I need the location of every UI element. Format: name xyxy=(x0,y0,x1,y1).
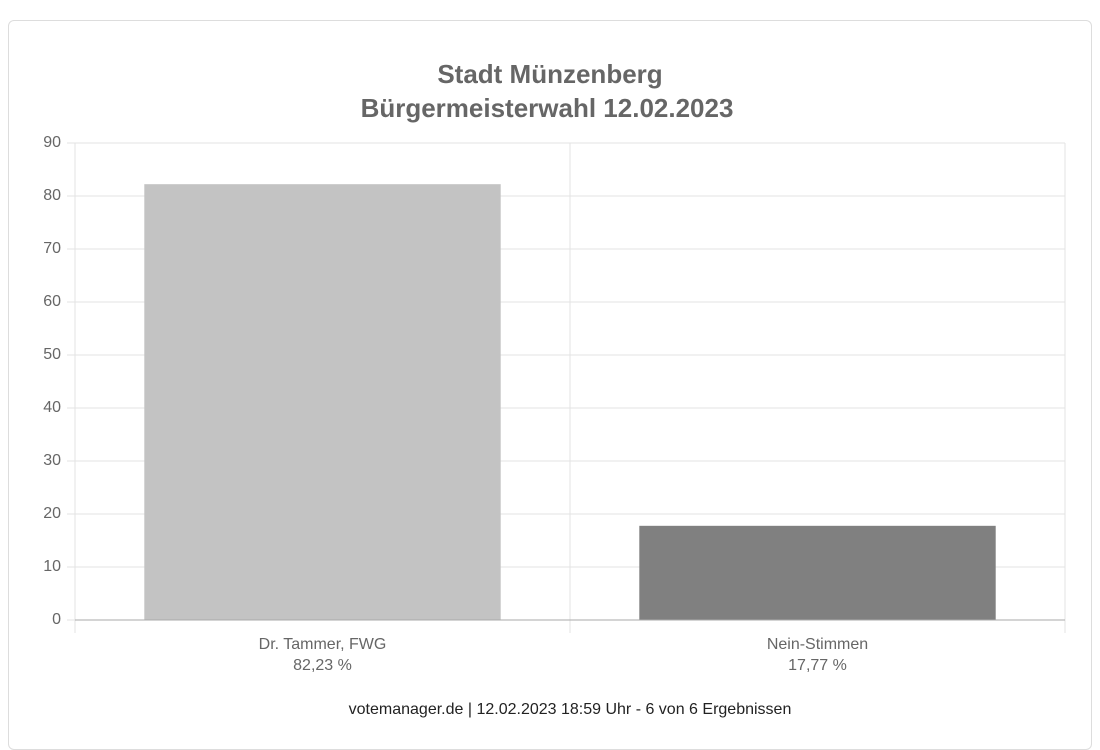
value-label: 82,23 % xyxy=(293,657,352,674)
y-tick-label: 40 xyxy=(43,399,61,416)
y-tick-label: 90 xyxy=(43,134,61,151)
x-tick-label: Dr. Tammer, FWG xyxy=(259,636,387,653)
y-tick-label: 60 xyxy=(43,293,61,310)
y-tick-label: 20 xyxy=(43,505,61,522)
chart-subtitle: Bürgermeisterwahl 12.02.2023 xyxy=(361,93,734,123)
x-tick-label: Nein-Stimmen xyxy=(767,636,868,653)
bar xyxy=(639,525,996,620)
y-tick-label: 50 xyxy=(43,346,61,363)
y-tick-label: 80 xyxy=(43,187,61,204)
y-tick-label: 0 xyxy=(52,611,61,628)
chart: Stadt Münzenberg Bürgermeisterwahl 12.02… xyxy=(43,59,1066,718)
bar xyxy=(144,184,501,620)
chart-title: Stadt Münzenberg xyxy=(437,59,662,89)
y-tick-label: 30 xyxy=(43,452,61,469)
page: {"chart_data": {"type": "bar", "title": … xyxy=(8,20,1092,750)
value-label: 17,77 % xyxy=(788,657,847,674)
y-tick-label: 70 xyxy=(43,240,61,257)
y-tick-label: 10 xyxy=(43,558,61,575)
footer: votemanager.de | 12.02.2023 18:59 Uhr - … xyxy=(349,701,792,718)
